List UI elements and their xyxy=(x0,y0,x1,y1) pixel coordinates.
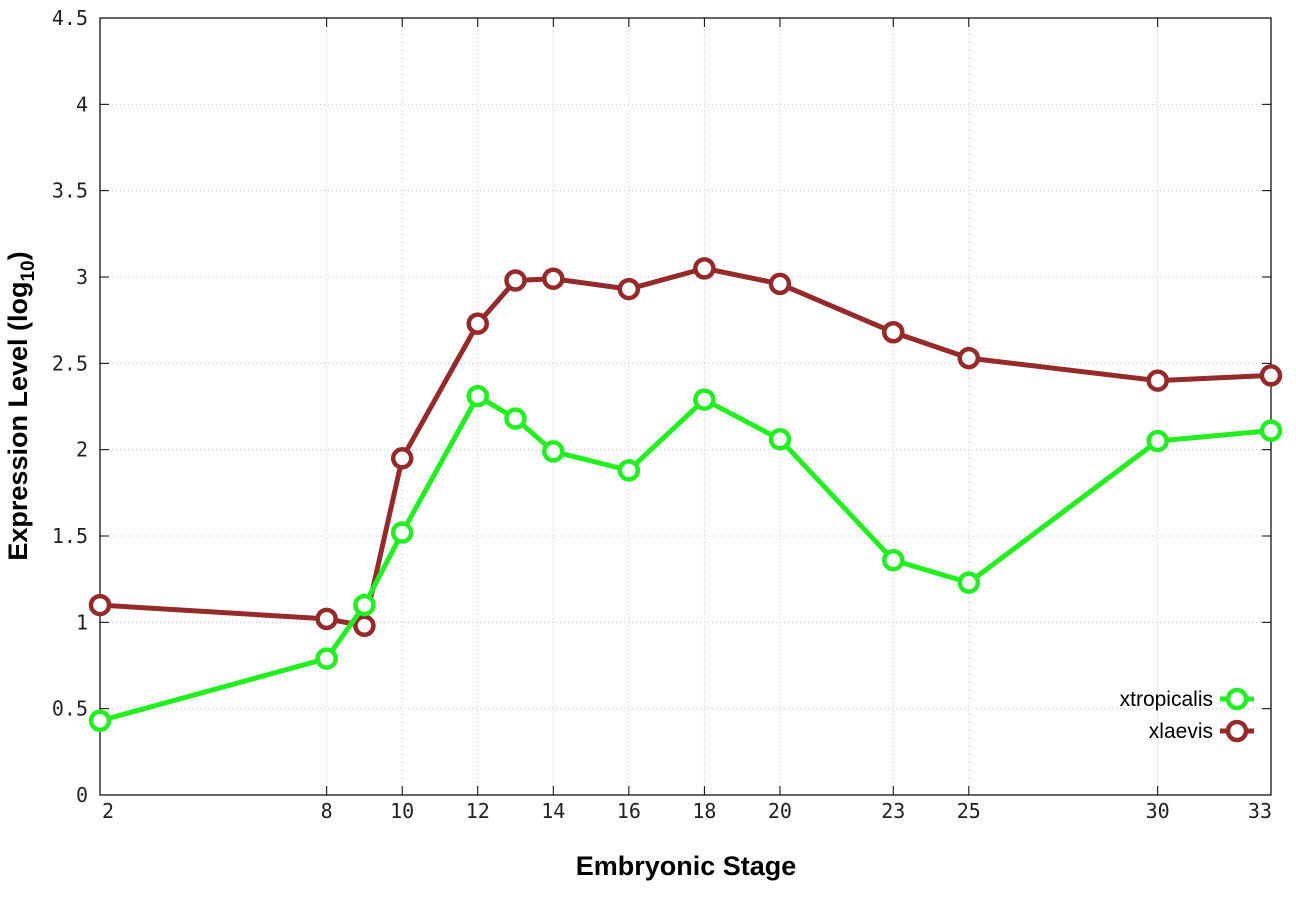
x-tick-label: 20 xyxy=(768,799,792,823)
data-series xyxy=(88,257,1283,733)
data-point-xtropicalis xyxy=(88,709,112,733)
data-point-xtropicalis xyxy=(1146,429,1169,453)
data-point-xlaevis xyxy=(617,277,641,301)
data-point-xtropicalis xyxy=(542,440,565,463)
y-axis-title-close: ) xyxy=(3,251,33,260)
x-tick-label: 25 xyxy=(957,799,981,823)
x-tick-label: 8 xyxy=(321,799,333,823)
y-tick-label: 1.5 xyxy=(52,524,88,548)
data-point-xlaevis xyxy=(693,257,716,280)
legend-marker-xtropicalis xyxy=(1225,687,1249,711)
data-point-xlaevis xyxy=(390,447,414,470)
data-point-xtropicalis xyxy=(768,428,792,451)
x-tick-label: 10 xyxy=(390,799,414,823)
x-axis-title: Embryonic Stage xyxy=(576,851,797,881)
data-point-xlaevis xyxy=(957,346,981,370)
y-axis-title: Expression Level (log10) xyxy=(3,251,39,560)
data-point-xlaevis xyxy=(1146,369,1169,392)
x-tick-label: 30 xyxy=(1146,799,1170,823)
axis-ticks: 0 0.5 1 1.5 2 2.5 3 3.5 4 4.5 2 8 10 12 14 16 18 20 23 25 30… xyxy=(52,6,1272,823)
y-axis-title-subscript: 10 xyxy=(18,260,39,281)
data-point-xlaevis xyxy=(88,593,112,617)
legend-marker-xlaevis xyxy=(1225,719,1249,743)
data-point-xtropicalis xyxy=(466,384,489,408)
y-tick-label: 0 xyxy=(76,783,88,807)
series-xlaevis xyxy=(88,257,1283,638)
data-point-xlaevis xyxy=(504,269,527,292)
series-line-xlaevis xyxy=(99,265,1272,629)
grid xyxy=(100,18,1271,795)
data-point-xtropicalis xyxy=(957,571,981,594)
data-point-xtropicalis xyxy=(390,521,414,544)
data-point-xlaevis xyxy=(353,614,376,638)
legend-entry-xlaevis: xlaevis xyxy=(1149,719,1254,743)
legend: xtropicalis xlaevis xyxy=(1120,687,1254,743)
legend-entry-xtropicalis: xtropicalis xyxy=(1120,687,1254,711)
y-tick-label: 3 xyxy=(76,265,88,289)
data-point-xtropicalis xyxy=(353,593,376,617)
x-tick-label: 16 xyxy=(617,799,641,823)
y-tick-label: 4 xyxy=(76,92,88,116)
series-xtropicalis xyxy=(88,384,1283,733)
x-tick-label: 18 xyxy=(692,799,716,823)
data-point-xtropicalis xyxy=(504,407,527,430)
y-tick-label: 2 xyxy=(76,438,88,462)
data-point-xlaevis xyxy=(768,272,792,296)
x-tick-label: 2 xyxy=(102,799,114,823)
legend-label-xtropicalis: xtropicalis xyxy=(1120,688,1213,711)
data-point-xtropicalis xyxy=(882,548,905,572)
data-point-xlaevis xyxy=(315,607,338,631)
data-point-xtropicalis xyxy=(693,388,716,411)
data-point-xlaevis xyxy=(542,267,565,290)
y-axis-title-main: Expression Level (log xyxy=(3,282,33,561)
y-tick-label: 2.5 xyxy=(52,351,88,375)
x-tick-label: 14 xyxy=(541,799,565,823)
data-point-xlaevis xyxy=(466,312,489,335)
x-tick-label: 23 xyxy=(881,799,905,823)
plot-frame xyxy=(99,17,1272,796)
x-tick-label: 33 xyxy=(1248,799,1272,823)
x-tick-label: 12 xyxy=(466,799,490,823)
series-line-xtropicalis xyxy=(99,393,1272,724)
data-point-xlaevis xyxy=(1259,364,1283,387)
data-point-xtropicalis xyxy=(315,647,338,670)
y-tick-label: 1 xyxy=(76,610,88,634)
data-point-xtropicalis xyxy=(617,459,641,482)
legend-label-xlaevis: xlaevis xyxy=(1149,720,1213,743)
y-tick-label: 0.5 xyxy=(52,697,88,721)
y-tick-label: 4.5 xyxy=(52,6,88,30)
data-point-xtropicalis xyxy=(1259,419,1283,442)
y-tick-label: 3.5 xyxy=(52,179,88,203)
data-point-xlaevis xyxy=(882,321,905,344)
